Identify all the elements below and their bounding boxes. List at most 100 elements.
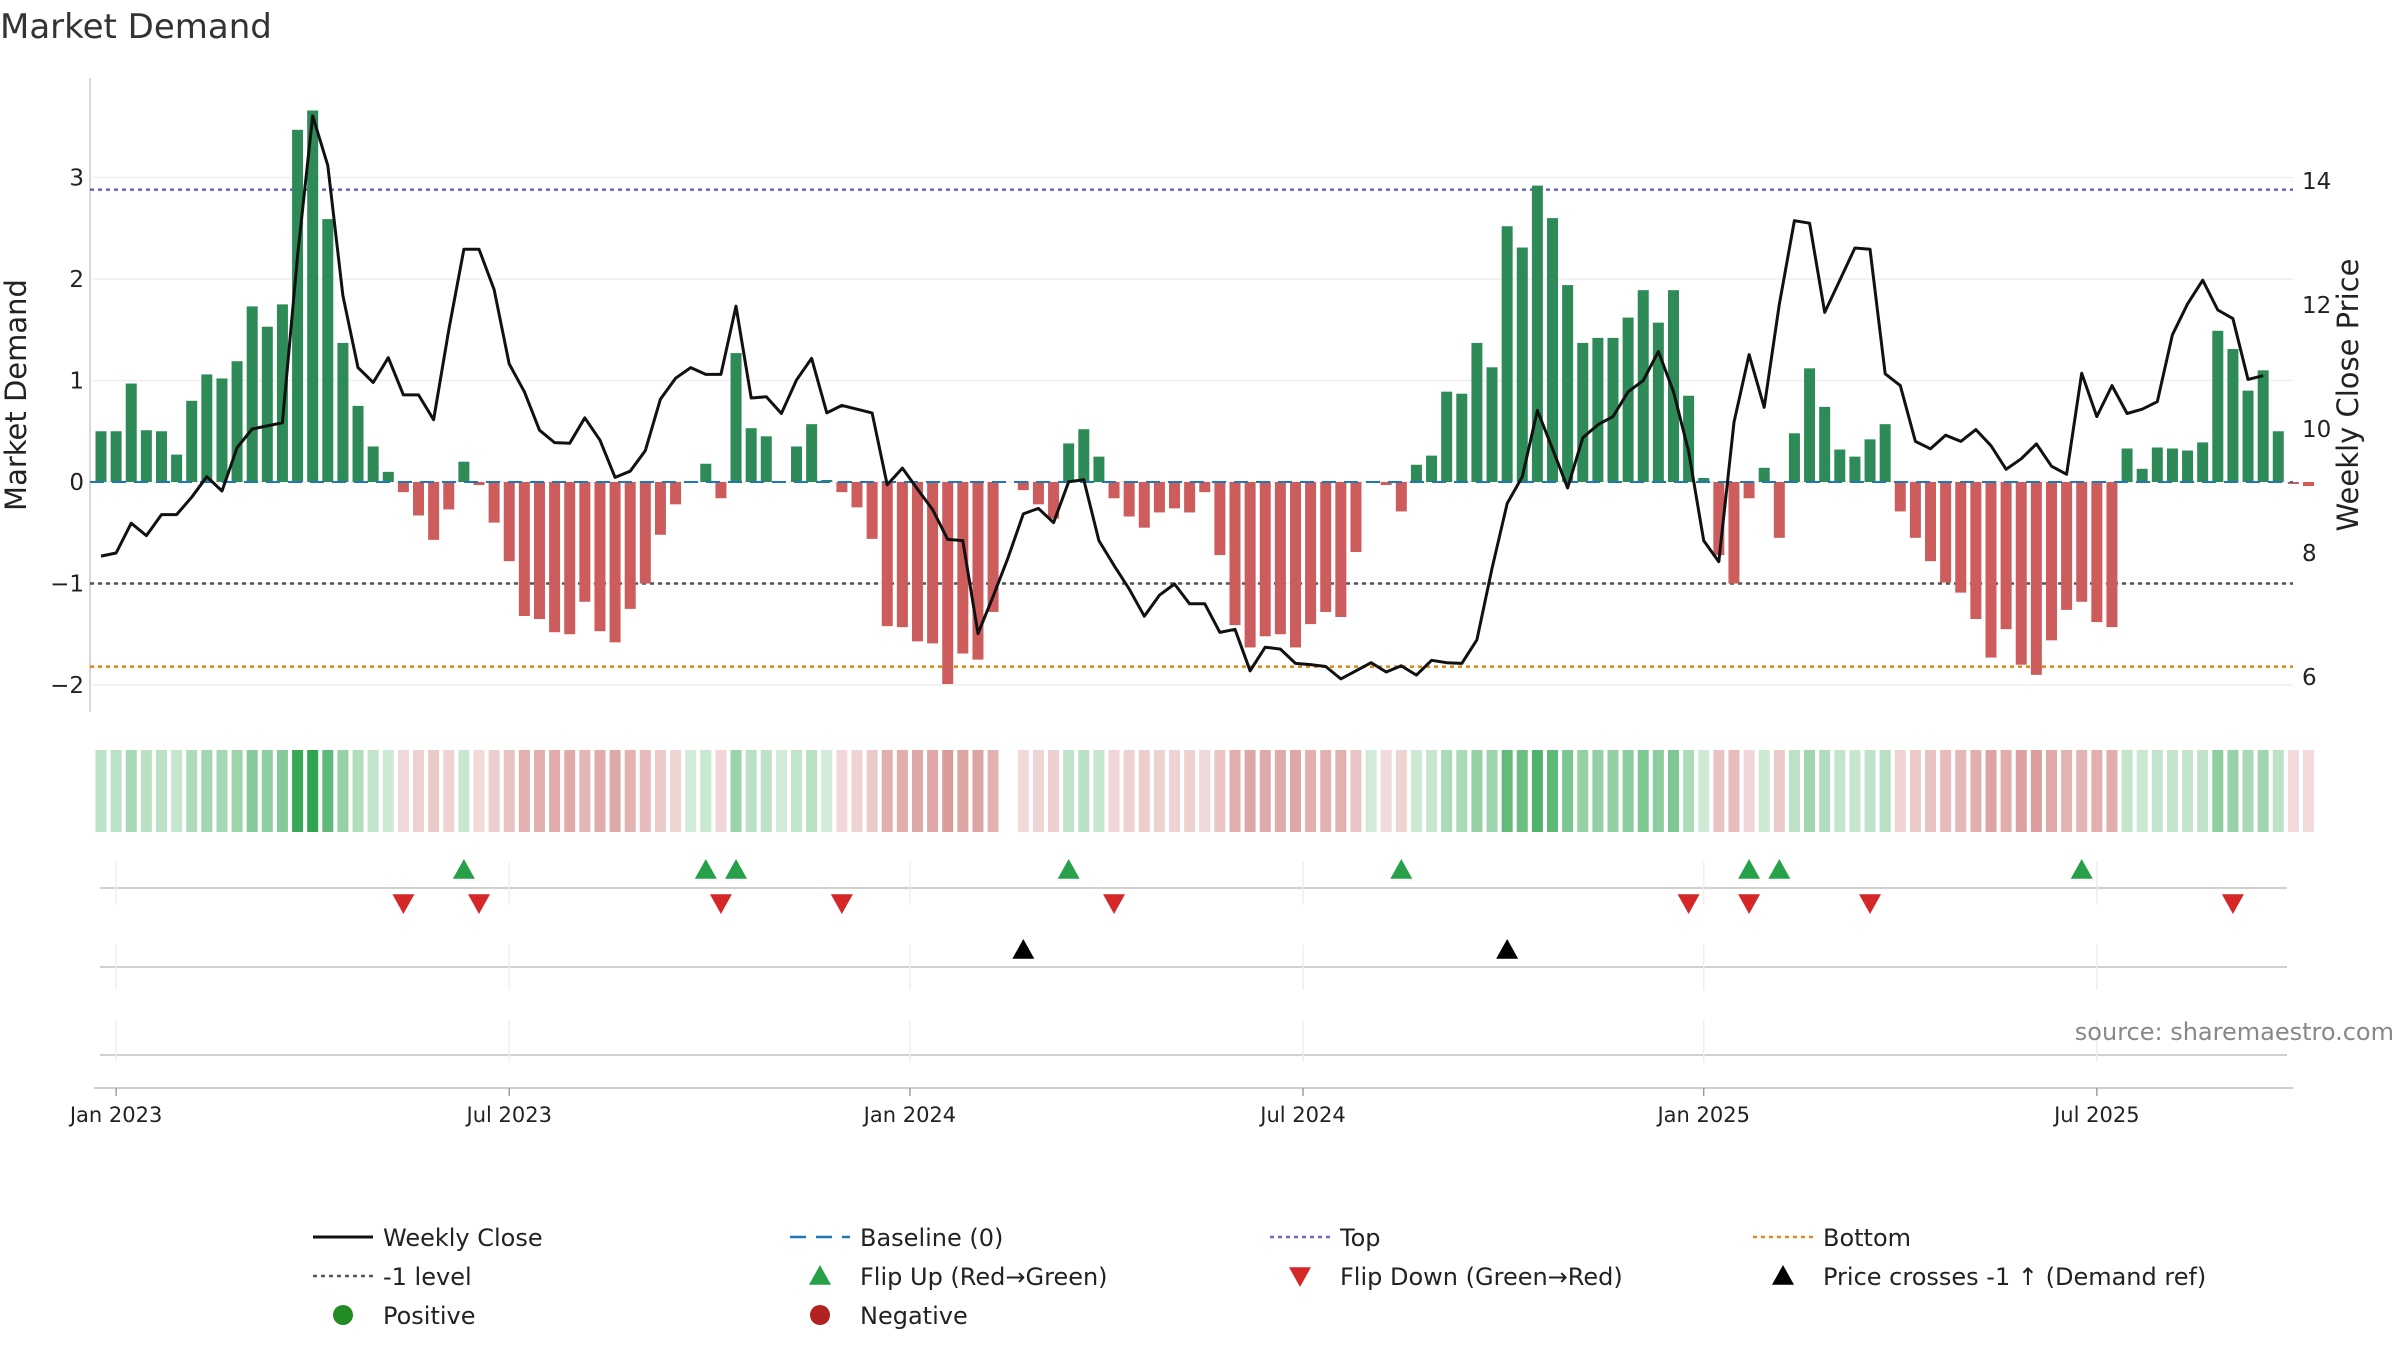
strip-cell	[231, 750, 243, 832]
strip-cell	[1426, 750, 1438, 832]
y-tick-label: 2	[69, 267, 84, 293]
strip-cell	[972, 750, 984, 832]
positive-bar	[1410, 464, 1422, 482]
strip-cell	[624, 750, 636, 832]
positive-bar	[246, 306, 258, 482]
positive-bar	[140, 430, 152, 482]
positive-bar	[1758, 467, 1770, 482]
negative-bar	[1108, 482, 1120, 499]
positive-bar	[261, 326, 273, 482]
strip-cell	[2287, 750, 2299, 832]
strip-cell	[2045, 750, 2057, 832]
strip-cell	[2030, 750, 2042, 832]
strip-cell	[685, 750, 697, 832]
strip-cell	[957, 750, 969, 832]
negative-bar	[549, 482, 561, 633]
negative-bar	[1894, 482, 1906, 512]
negative-bar	[1940, 482, 1952, 583]
negative-bar	[1335, 482, 1347, 617]
strip-cell	[881, 750, 893, 832]
legend-label: Weekly Close	[383, 1224, 543, 1252]
flip-down-marker	[1103, 894, 1126, 914]
positive-bar	[1426, 455, 1438, 482]
strip-cell	[1728, 750, 1740, 832]
positive-bar	[2257, 370, 2269, 482]
weekly-close-line-group	[100, 114, 2264, 681]
demand-heat-strip	[95, 750, 2315, 832]
y2-tick-label: 8	[2302, 541, 2317, 567]
strip-cell	[1667, 750, 1679, 832]
strip-cell	[1320, 750, 1332, 832]
negative-bar	[473, 482, 485, 486]
strip-cell	[1773, 750, 1785, 832]
strip-cell	[1184, 750, 1196, 832]
legend-item: Top	[1270, 1224, 1381, 1252]
strip-cell	[1683, 750, 1695, 832]
y2-tick-label: 10	[2302, 417, 2331, 443]
flip-down-marker	[468, 894, 490, 914]
legend-item: -1 level	[313, 1263, 472, 1291]
date-tick-label: Jul 2024	[1258, 1103, 1345, 1127]
positive-bar	[1607, 337, 1619, 482]
strip-cell	[382, 750, 394, 832]
negative-bar	[1320, 482, 1332, 612]
strip-cell	[1925, 750, 1937, 832]
negative-bar	[2030, 482, 2042, 675]
legend-symbol	[1289, 1267, 1311, 1287]
negative-bar	[609, 482, 621, 643]
strip-cell	[1365, 750, 1377, 832]
positive-bar	[307, 110, 319, 482]
legend-label: Bottom	[1823, 1224, 1911, 1252]
flip-up-marker	[452, 859, 475, 879]
strip-cell	[1652, 750, 1664, 832]
reference-lines	[90, 188, 2293, 669]
strip-cell	[2091, 750, 2103, 832]
strip-cell	[1713, 750, 1725, 832]
strip-cell	[1350, 750, 1362, 832]
strip-cell	[2015, 750, 2027, 832]
strip-cell	[836, 750, 848, 832]
positive-bar	[1486, 367, 1498, 482]
strip-cell	[1471, 750, 1483, 832]
negative-bar	[1955, 482, 1967, 593]
strip-cell	[2000, 750, 2012, 832]
positive-bar	[1879, 424, 1891, 482]
price-cross-marker	[1012, 939, 1035, 959]
strip-cell	[1441, 750, 1453, 832]
strip-cell	[896, 750, 908, 832]
positive-bar	[760, 436, 772, 482]
strip-cell	[337, 750, 349, 832]
legend-symbol	[809, 1265, 831, 1285]
y2-tick-label: 14	[2302, 169, 2331, 195]
negative-bar	[881, 482, 893, 627]
strip-cell	[1562, 750, 1574, 832]
flip-down-marker	[830, 894, 853, 914]
strip-cell	[564, 750, 576, 832]
negative-bar	[715, 482, 727, 499]
strip-cell	[413, 750, 425, 832]
negative-bar	[1017, 482, 1029, 491]
positive-bar	[1637, 290, 1649, 482]
negative-bar	[1773, 482, 1785, 538]
strip-cell	[594, 750, 606, 832]
strip-cell	[1819, 750, 1831, 832]
strip-cell	[1305, 750, 1317, 832]
positive-bar	[322, 219, 334, 483]
negative-bar	[2045, 482, 2057, 641]
positive-bar	[2121, 448, 2133, 482]
positive-bar	[458, 461, 470, 482]
negative-bar	[1229, 482, 1241, 626]
negative-bar	[488, 482, 500, 523]
strip-cell	[1153, 750, 1165, 832]
positive-bar	[352, 405, 364, 482]
positive-bar	[1804, 368, 1816, 482]
negative-bar	[972, 482, 984, 660]
date-tick-label: Jan 2024	[862, 1103, 957, 1127]
strip-cell	[1516, 750, 1528, 832]
strip-cell	[1985, 750, 1997, 832]
negative-bar	[443, 482, 455, 510]
negative-bar	[2091, 482, 2103, 623]
strip-cell	[639, 750, 651, 832]
positive-bar	[1864, 439, 1876, 482]
